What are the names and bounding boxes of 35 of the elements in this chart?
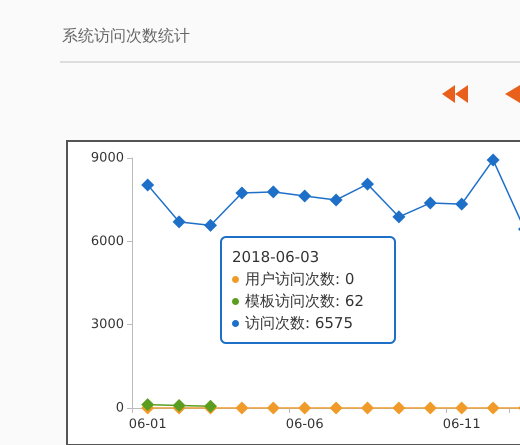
y-tick-label: 3000 [90, 317, 124, 332]
annotation: 访问次数: 6575 [245, 314, 353, 332]
x-tick-label: 06-01 [128, 417, 167, 432]
point [266, 185, 280, 198]
point [235, 402, 248, 414]
point [455, 402, 468, 414]
point [361, 402, 374, 414]
point [392, 210, 406, 224]
point [141, 398, 154, 412]
annotation: 模板访问次数: 62 [245, 292, 364, 310]
y-tick-label: 9000 [90, 150, 124, 166]
annotation: 2018-06-03 [232, 247, 320, 268]
y-tick-label: 6000 [90, 234, 124, 249]
point [172, 215, 186, 228]
point [266, 402, 280, 414]
point [330, 193, 343, 206]
point [455, 198, 468, 211]
chart-title: 系统访问次数统计 [62, 26, 190, 47]
point [330, 402, 343, 414]
point [298, 402, 312, 414]
point [424, 196, 437, 210]
x-tick-label: 06-06 [286, 417, 324, 432]
point [172, 399, 186, 412]
annotation: 用户访问次数: 0 [245, 270, 354, 288]
point [486, 153, 500, 166]
point [298, 190, 312, 203]
point [392, 402, 406, 414]
point [141, 178, 154, 192]
point [235, 186, 248, 200]
point [361, 178, 374, 191]
point [204, 218, 217, 232]
point [424, 402, 437, 414]
point [486, 402, 500, 414]
y-tick-label: 0 [116, 400, 124, 416]
x-tick-label: 06-11 [442, 417, 481, 432]
